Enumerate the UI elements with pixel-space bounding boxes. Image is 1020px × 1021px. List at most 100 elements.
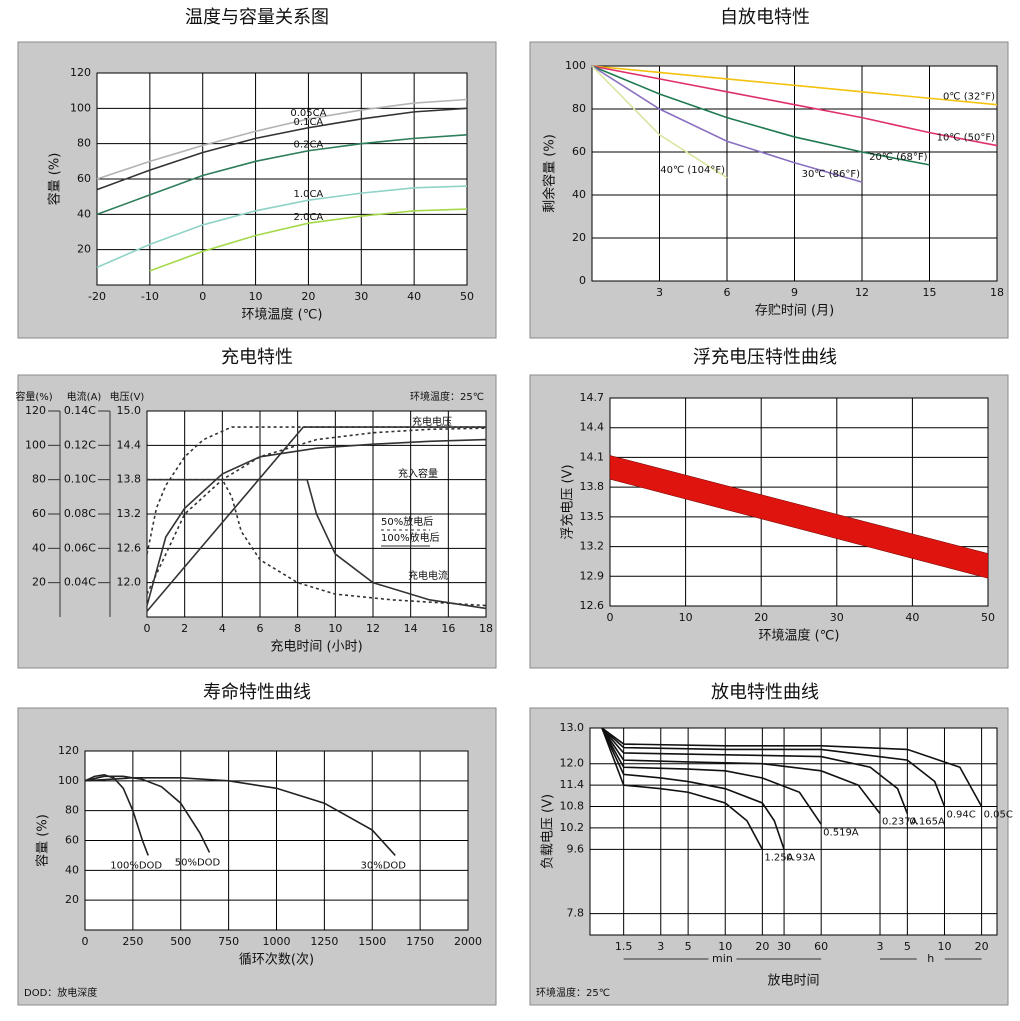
x-tick-label: 0	[82, 935, 89, 948]
annotation: 充电电压	[412, 415, 452, 428]
series-line	[601, 727, 785, 850]
x-tick-label: 0	[199, 290, 206, 303]
series-label: 0℃ (32°F)	[943, 92, 995, 103]
x-tick-label: 50	[460, 290, 474, 303]
chart-title: 放电特性曲线	[711, 682, 819, 703]
capacity-axis-label: 容量(%)	[15, 390, 52, 403]
series-line	[84, 775, 211, 853]
x-tick-label: 12	[366, 622, 380, 635]
series-label: 1.25A	[764, 852, 793, 863]
x-tick-label: 9	[791, 286, 798, 299]
x-tick-label: 250	[122, 935, 143, 948]
x-tick-label: 2	[181, 622, 188, 635]
legend-label: 100%放电后	[381, 531, 440, 544]
x-tick-label: 3	[877, 940, 884, 953]
y-tick-label: 13.0	[560, 721, 585, 734]
x-tick-label: 30	[354, 290, 368, 303]
x-tick-label: 1000	[263, 935, 291, 948]
x-tick-label: 0	[607, 611, 614, 624]
y-tick-label: 100	[565, 59, 586, 72]
x-tick-label: 14	[404, 622, 418, 635]
plot-area	[589, 727, 998, 936]
y-tick-label: 20	[572, 231, 586, 244]
y-tick-label: 40	[65, 863, 79, 876]
y-axis-label: 电压(V)	[110, 390, 145, 403]
note: 环境温度：25℃	[536, 986, 610, 999]
current-tick-label: 0.12C	[64, 438, 96, 451]
y-tick-label: 60	[572, 145, 586, 158]
x-axis-label: 存贮时间 (月)	[755, 304, 834, 319]
series-line	[591, 65, 998, 147]
x-axis-label: 环境温度 (℃)	[242, 307, 323, 323]
series-label: 0.93A	[786, 852, 815, 863]
y-tick-label: 60	[65, 834, 79, 847]
x-unit-label: min	[712, 952, 733, 965]
chart-title: 充电特性	[221, 347, 293, 368]
x-tick-label: 6	[724, 286, 731, 299]
x-axis-label: 循环次数(次)	[239, 952, 314, 968]
series-line	[96, 185, 468, 269]
x-tick-label: 30	[777, 940, 791, 953]
series-label: 0.05CA	[290, 108, 326, 119]
y-tick-label: 14.7	[580, 391, 605, 404]
x-tick-label: 10	[249, 290, 263, 303]
note: 环境温度：25℃	[410, 390, 484, 403]
y-tick-label: 12.0	[560, 757, 585, 770]
y-axis-label: 容量 (%)	[35, 814, 51, 867]
y-tick-label: 100	[58, 774, 79, 787]
series-label: 100%DOD	[110, 860, 162, 871]
y-tick-label: 13.5	[580, 510, 605, 523]
x-tick-label: 50	[981, 611, 995, 624]
x-tick-label: 1.5	[615, 940, 633, 953]
y-tick-label: 10.8	[560, 800, 585, 813]
series-label: 0.165A	[909, 817, 945, 828]
x-tick-label: 20	[754, 611, 768, 624]
annotation: 充入容量	[398, 467, 438, 480]
x-tick-label: 5	[904, 940, 911, 953]
series-line	[84, 777, 396, 856]
x-tick-label: 20	[975, 940, 989, 953]
y-tick-label: 13.8	[580, 480, 605, 493]
x-tick-label: 18	[479, 622, 493, 635]
current-tick-label: 0.08C	[64, 507, 96, 520]
x-tick-label: 60	[814, 940, 828, 953]
y-tick-label: 100	[70, 101, 91, 114]
series-label: 20℃ (68°F)	[869, 152, 928, 163]
x-tick-label: 40	[905, 611, 919, 624]
series-line	[601, 727, 983, 807]
y-tick-label: 80	[77, 137, 91, 150]
x-tick-label: 8	[294, 622, 301, 635]
y-axis-label: 负载电压 (V)	[541, 794, 556, 869]
x-tick-label: 20	[755, 940, 769, 953]
series-label: 1.0CA	[294, 189, 324, 200]
x-tick-label: 10	[937, 940, 951, 953]
series-label: 2.0CA	[294, 212, 324, 223]
x-tick-label: 750	[218, 935, 239, 948]
x-tick-label: 20	[301, 290, 315, 303]
x-tick-label: 0	[144, 622, 151, 635]
series-line	[147, 478, 487, 607]
y-axis-label: 容量 (%)	[47, 153, 63, 206]
y-tick-label: 7.8	[567, 907, 585, 920]
y-tick-label: 13.2	[117, 507, 142, 520]
y-tick-label: 20	[77, 243, 91, 256]
y-tick-label: 80	[572, 102, 586, 115]
series-line	[146, 426, 486, 555]
x-axis-label: 放电时间	[767, 974, 819, 989]
current-tick-label: 0.14C	[64, 404, 96, 417]
current-axis-label: 电流(A)	[67, 390, 102, 403]
unit-bg	[916, 952, 945, 966]
y-axis-label: 浮充电压 (V)	[560, 464, 576, 539]
series-label: 0.05C	[984, 810, 1013, 821]
current-tick-label: 0.04C	[64, 576, 96, 589]
series-line	[591, 65, 728, 179]
series-line	[84, 774, 149, 856]
series-line	[601, 727, 909, 814]
x-tick-label: 15	[923, 286, 937, 299]
capacity-tick-label: 20	[32, 576, 46, 589]
y-tick-label: 80	[65, 804, 79, 817]
y-tick-label: 10.2	[560, 821, 585, 834]
y-axis-label: 剩余容量 (%)	[542, 134, 558, 213]
x-axis-label: 环境温度 (℃)	[759, 628, 840, 644]
